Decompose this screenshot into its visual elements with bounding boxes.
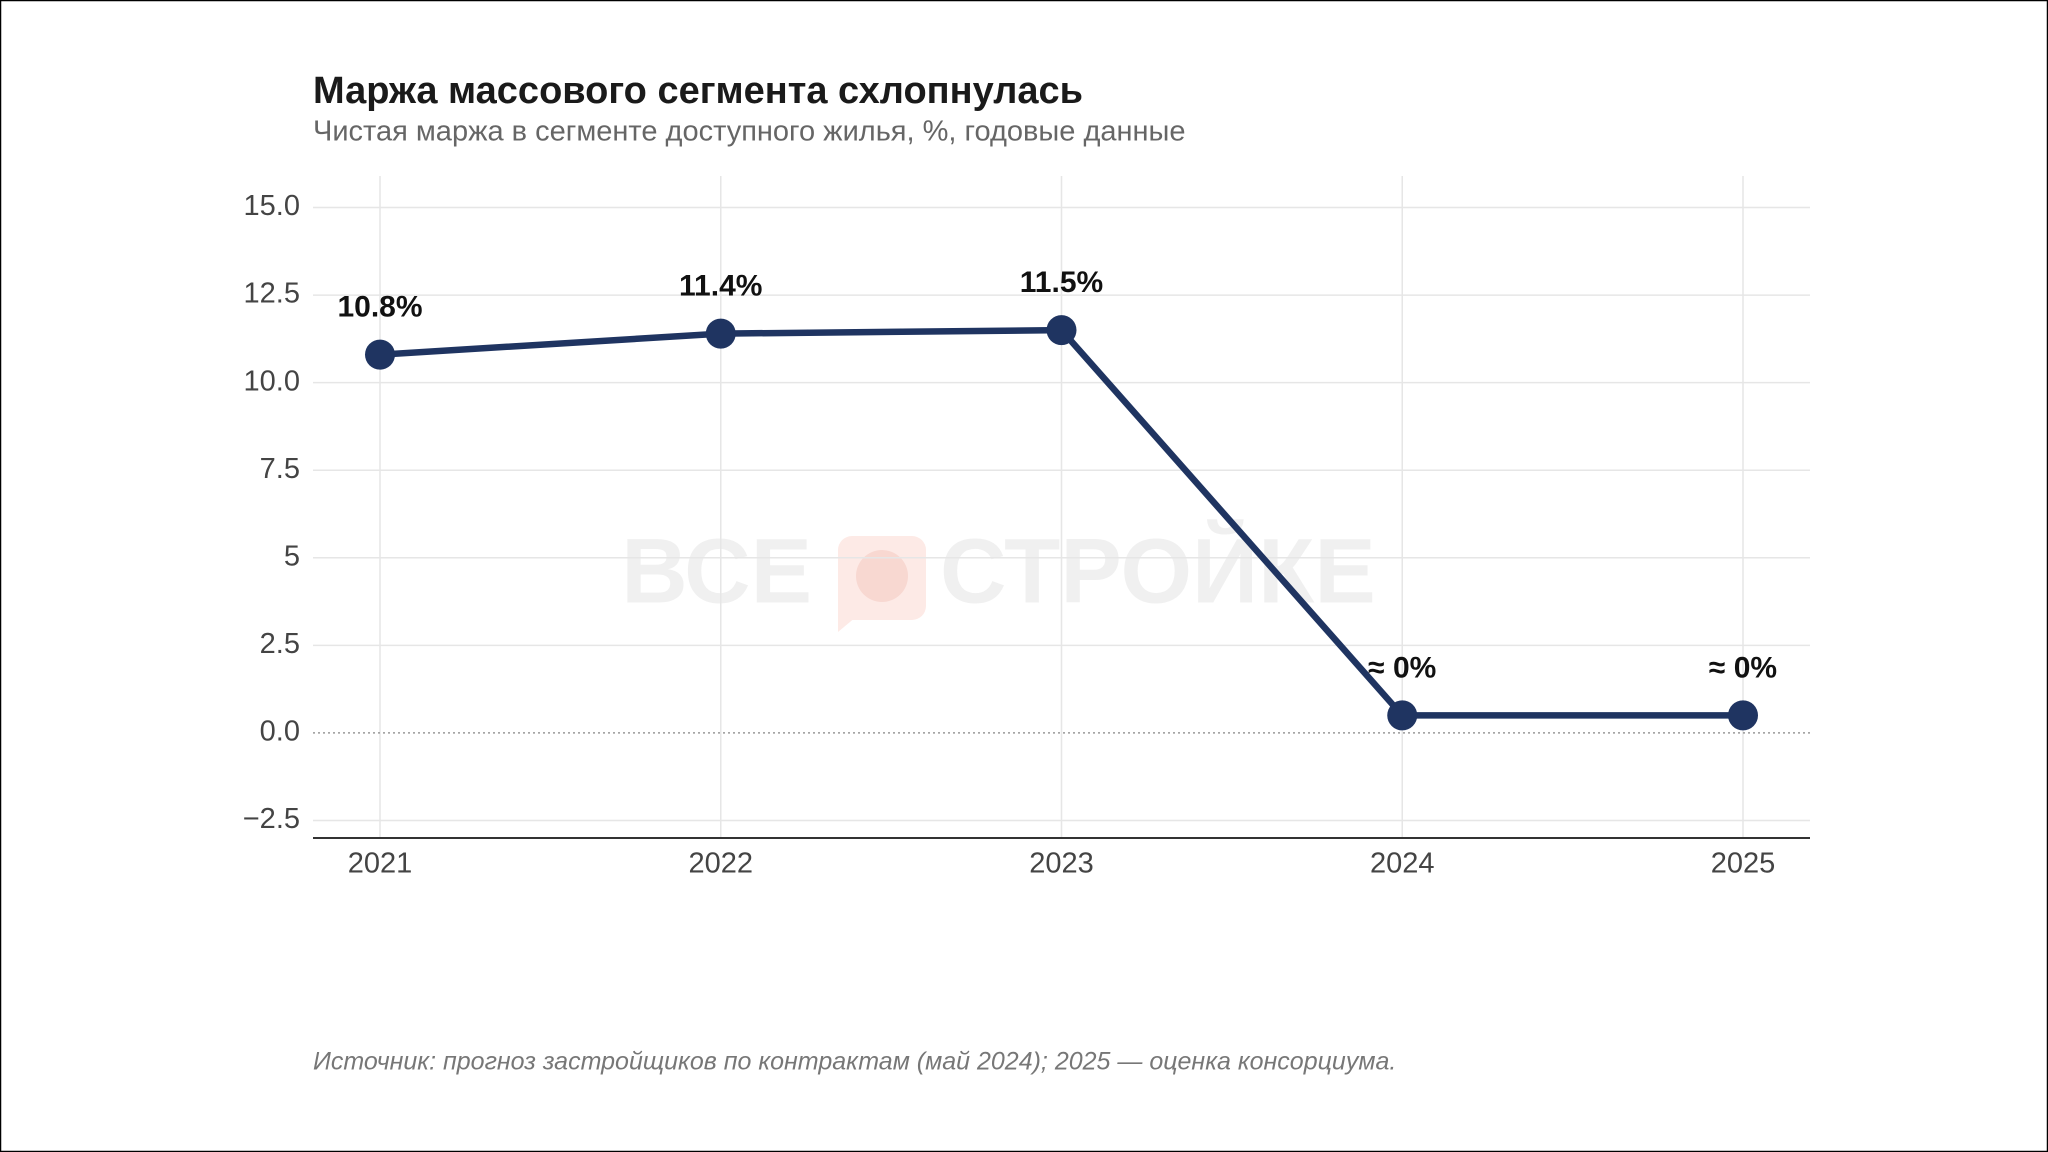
y-tick-label: 7.5 (260, 453, 300, 485)
data-point (365, 339, 395, 370)
data-label: ≈ 0% (1368, 651, 1436, 684)
y-tick-label: 5 (284, 540, 300, 572)
x-tick-label: 2022 (688, 848, 753, 880)
x-tick-label: 2023 (1029, 848, 1094, 880)
y-tick-label: 0.0 (260, 716, 300, 748)
data-label: 11.4% (679, 270, 762, 303)
data-point (705, 318, 736, 349)
watermark-text: ВСЕ (621, 520, 812, 622)
y-tick-label: 12.5 (244, 278, 300, 310)
chart-title: Маржа массового сегмента схлопнулась (313, 70, 1083, 112)
data-label: 11.5% (1020, 266, 1103, 299)
y-tick-label: 10.0 (244, 365, 300, 397)
data-point (1387, 700, 1418, 731)
watermark-icon (856, 550, 908, 602)
y-tick-label: 15.0 (244, 190, 300, 222)
data-point (1046, 315, 1077, 346)
y-tick-label: 2.5 (260, 628, 300, 660)
chart-subtitle: Чистая маржа в сегменте доступного жилья… (313, 116, 1186, 148)
data-label: ≈ 0% (1709, 651, 1777, 684)
x-tick-label: 2021 (348, 848, 413, 880)
x-tick-label: 2025 (1711, 848, 1776, 880)
data-label: 10.8% (337, 291, 422, 324)
x-tick-label: 2024 (1370, 848, 1435, 880)
watermark-icon (838, 600, 862, 632)
watermark: ВСЕ СТРОЙКЕ (621, 518, 1376, 632)
data-point (1728, 700, 1758, 731)
y-tick-label: −2.5 (243, 803, 300, 835)
source-note: Источник: прогноз застройщиков по контра… (313, 1048, 1396, 1076)
